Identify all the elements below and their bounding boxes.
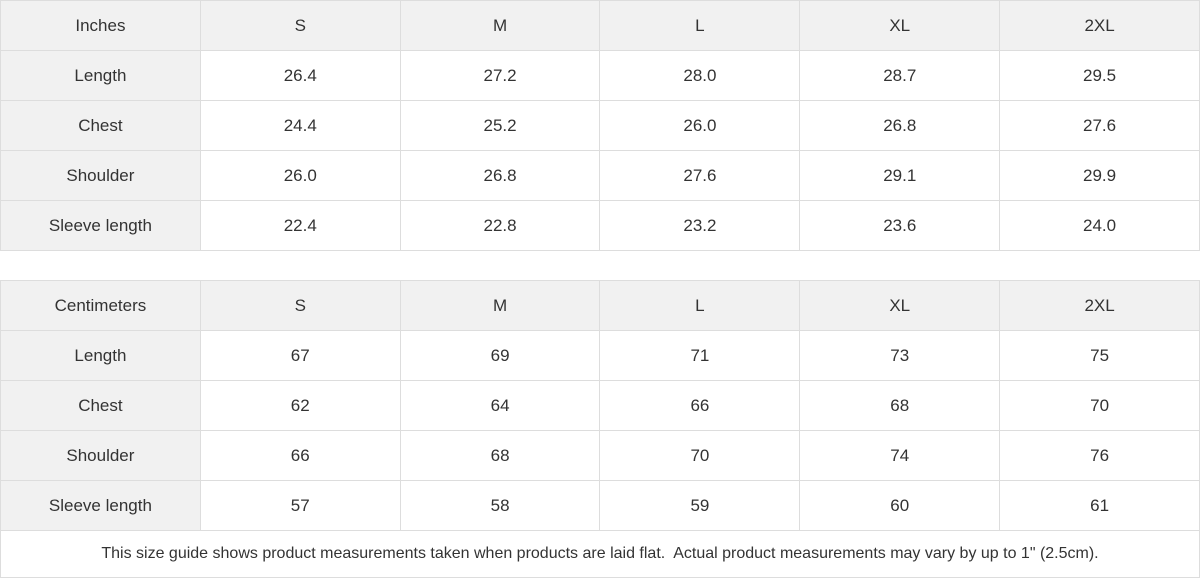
size-col-header-s: S (200, 1, 401, 51)
size-col-header-m: M (400, 281, 601, 331)
measurement-cell: 29.1 (800, 151, 1001, 201)
measurement-cell: 61 (1000, 481, 1200, 531)
measurement-cell: 58 (400, 481, 601, 531)
table-row-length: Length 26.4 27.2 28.0 28.7 29.5 (1, 51, 1200, 101)
measurement-cell: 28.0 (600, 51, 801, 101)
measurement-cell: 28.7 (800, 51, 1001, 101)
row-label: Sleeve length (1, 481, 201, 531)
measurement-cell: 60 (800, 481, 1001, 531)
row-label: Length (1, 331, 201, 381)
table-row-length: Length 67 69 71 73 75 (1, 331, 1200, 381)
measurement-cell: 59 (600, 481, 801, 531)
measurement-cell: 66 (200, 431, 401, 481)
inches-header-row: Inches S M L XL 2XL (1, 1, 1200, 51)
row-label: Length (1, 51, 201, 101)
measurement-cell: 71 (600, 331, 801, 381)
measurement-cell: 23.6 (800, 201, 1001, 251)
measurement-cell: 68 (800, 381, 1001, 431)
centimeters-header-row: Centimeters S M L XL 2XL (1, 281, 1200, 331)
size-col-header-xl: XL (800, 1, 1001, 51)
size-table-inches: Inches S M L XL 2XL Length 26.4 27.2 28.… (0, 0, 1200, 251)
measurement-cell: 68 (400, 431, 601, 481)
unit-label-inches: Inches (1, 1, 201, 51)
measurement-cell: 23.2 (600, 201, 801, 251)
row-label: Chest (1, 101, 201, 151)
size-col-header-xl: XL (800, 281, 1001, 331)
measurement-cell: 26.4 (200, 51, 401, 101)
measurement-cell: 75 (1000, 331, 1200, 381)
measurement-cell: 26.8 (400, 151, 601, 201)
size-col-header-m: M (400, 1, 601, 51)
measurement-cell: 67 (200, 331, 401, 381)
measurement-cell: 29.5 (1000, 51, 1200, 101)
size-col-header-2xl: 2XL (1000, 281, 1200, 331)
measurement-cell: 66 (600, 381, 801, 431)
measurement-cell: 76 (1000, 431, 1200, 481)
table-row-chest: Chest 24.4 25.2 26.0 26.8 27.6 (1, 101, 1200, 151)
measurement-cell: 27.6 (1000, 101, 1200, 151)
size-col-header-2xl: 2XL (1000, 1, 1200, 51)
measurement-cell: 22.8 (400, 201, 601, 251)
measurement-cell: 74 (800, 431, 1001, 481)
measurement-cell: 73 (800, 331, 1001, 381)
measurement-cell: 27.2 (400, 51, 601, 101)
measurement-cell: 22.4 (200, 201, 401, 251)
measurement-cell: 57 (200, 481, 401, 531)
unit-label-centimeters: Centimeters (1, 281, 201, 331)
footer-note: This size guide shows product measuremen… (101, 545, 1099, 562)
measurement-cell: 26.0 (600, 101, 801, 151)
measurement-cell: 26.0 (200, 151, 401, 201)
measurement-cell: 27.6 (600, 151, 801, 201)
size-col-header-s: S (200, 281, 401, 331)
table-row-sleeve-length: Sleeve length 22.4 22.8 23.2 23.6 24.0 (1, 201, 1200, 251)
measurement-cell: 29.9 (1000, 151, 1200, 201)
footer-note-box: This size guide shows product measuremen… (0, 531, 1200, 578)
row-label: Sleeve length (1, 201, 201, 251)
measurement-cell: 69 (400, 331, 601, 381)
size-col-header-l: L (600, 1, 801, 51)
size-table-centimeters: Centimeters S M L XL 2XL Length 67 69 71… (0, 280, 1200, 531)
table-row-shoulder: Shoulder 26.0 26.8 27.6 29.1 29.9 (1, 151, 1200, 201)
measurement-cell: 62 (200, 381, 401, 431)
measurement-cell: 24.0 (1000, 201, 1200, 251)
measurement-cell: 25.2 (400, 101, 601, 151)
table-row-shoulder: Shoulder 66 68 70 74 76 (1, 431, 1200, 481)
table-row-sleeve-length: Sleeve length 57 58 59 60 61 (1, 481, 1200, 531)
measurement-cell: 26.8 (800, 101, 1001, 151)
table-gap (0, 251, 1200, 280)
measurement-cell: 64 (400, 381, 601, 431)
table-row-chest: Chest 62 64 66 68 70 (1, 381, 1200, 431)
row-label: Shoulder (1, 431, 201, 481)
measurement-cell: 24.4 (200, 101, 401, 151)
measurement-cell: 70 (1000, 381, 1200, 431)
measurement-cell: 70 (600, 431, 801, 481)
row-label: Chest (1, 381, 201, 431)
row-label: Shoulder (1, 151, 201, 201)
size-col-header-l: L (600, 281, 801, 331)
